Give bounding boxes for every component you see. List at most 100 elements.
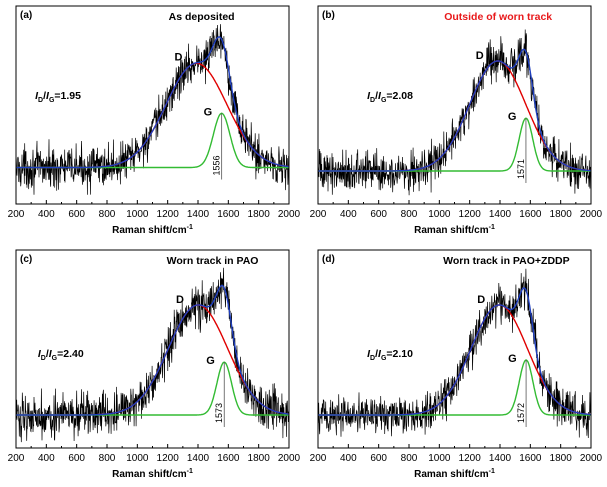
d-peak-label: D	[476, 50, 484, 62]
g-position-label: 1571	[516, 159, 526, 179]
x-tick-label: 400	[38, 209, 55, 220]
x-axis-title-text: Raman shift/cm	[414, 469, 489, 480]
chart-panel-b: 200 400 600 800 1000 1200 1400 1600 1800 2000 Rama…	[310, 5, 603, 236]
cumulative-fit-line	[16, 36, 289, 169]
panel-title: Outside of worn track	[444, 11, 552, 23]
raw-spectrum-line	[318, 29, 591, 196]
ratio-part-i: I	[38, 348, 42, 360]
x-tick-label: 800	[401, 209, 418, 220]
ratio-part-d: D	[38, 97, 43, 104]
x-tick-label: 1000	[126, 453, 149, 464]
ratio-part-slash: /	[375, 348, 378, 360]
intensity-ratio-label: ID/IG=2.08	[367, 90, 413, 104]
ratio-part-slash: /	[43, 90, 46, 102]
x-tick-label: 1800	[550, 209, 573, 220]
x-tick-label: 1200	[459, 209, 482, 220]
ratio-part-i: I	[367, 348, 371, 360]
d-band-fit-line	[318, 60, 591, 172]
panel-title: Worn track in PAO	[167, 255, 259, 267]
ratio-part-g: G	[49, 97, 55, 104]
ratio-part-d: D	[41, 355, 46, 362]
x-axis-title-text: Raman shift/cm	[112, 469, 187, 480]
ratio-part-i: I	[378, 348, 382, 360]
x-tick-label: 800	[401, 453, 418, 464]
x-tick-label: 1800	[248, 209, 271, 220]
x-tick-label: 2000	[580, 209, 603, 220]
x-axis-title-sup: -1	[489, 468, 495, 475]
g-position-label: 1572	[516, 403, 526, 423]
panel-title: Worn track in PAO+ZDDP	[443, 255, 570, 267]
x-axis-title: Raman shift/cm-1	[112, 468, 193, 480]
x-tick-label: 400	[340, 453, 357, 464]
plot-frame	[317, 249, 592, 449]
x-tick-label: 1000	[428, 453, 451, 464]
x-tick-label: 1400	[187, 453, 210, 464]
g-peak-label: G	[206, 355, 215, 367]
x-tick-label: 1000	[126, 209, 149, 220]
x-tick-label: 400	[38, 453, 55, 464]
x-axis-title: Raman shift/cm-1	[112, 224, 193, 236]
x-tick-label: 600	[68, 209, 85, 220]
d-peak-label: D	[174, 52, 182, 64]
x-tick-label: 600	[370, 209, 387, 220]
x-tick-label: 200	[310, 453, 327, 464]
raw-spectrum-line	[318, 268, 591, 439]
panel-label: (b)	[322, 10, 335, 21]
x-tick-label: 1600	[519, 453, 542, 464]
ratio-part-i: I	[49, 348, 53, 360]
x-tick-label: 1000	[428, 209, 451, 220]
g-position-label: 1573	[214, 403, 224, 423]
x-tick-label: 800	[99, 209, 116, 220]
x-tick-label: 600	[68, 453, 85, 464]
ratio-part-value: =2.08	[386, 90, 413, 102]
g-peak-label: G	[508, 111, 517, 123]
raw-spectrum-line	[16, 267, 289, 443]
raw-spectrum-line	[16, 24, 289, 195]
ratio-part-value: =1.95	[54, 90, 81, 102]
ratio-part-g: G	[381, 97, 387, 104]
chart-panel-a: 200 400 600 800 1000 1200 1400 1600 1800 2000 Rama…	[8, 5, 301, 236]
x-tick-label: 2000	[580, 453, 603, 464]
x-tick-label: 400	[340, 209, 357, 220]
x-tick-label: 2000	[278, 453, 301, 464]
ratio-part-value: =2.40	[57, 348, 84, 360]
ratio-part-d: D	[370, 355, 375, 362]
x-tick-label: 600	[370, 453, 387, 464]
ratio-part-i: I	[378, 90, 382, 102]
ratio-part-i: I	[367, 90, 371, 102]
x-axis-title: Raman shift/cm-1	[414, 224, 495, 236]
ratio-part-value: =2.10	[386, 348, 413, 360]
x-tick-label: 1800	[550, 453, 573, 464]
x-tick-label: 2000	[278, 209, 301, 220]
x-tick-label: 1400	[489, 209, 512, 220]
x-tick-label: 1400	[489, 453, 512, 464]
x-tick-label: 1200	[459, 453, 482, 464]
x-tick-label: 1800	[248, 453, 271, 464]
g-position-label: 1556	[212, 155, 222, 175]
cumulative-fit-line	[318, 48, 591, 172]
ratio-part-g: G	[52, 355, 58, 362]
x-tick-label: 200	[310, 209, 327, 220]
x-axis-title-text: Raman shift/cm	[112, 225, 187, 236]
x-tick-label: 1200	[157, 209, 180, 220]
chart-panel-c: 200 400 600 800 1000 1200 1400 1600 1800 2000 Rama…	[8, 249, 301, 480]
intensity-ratio-label: ID/IG=2.10	[367, 348, 413, 362]
x-axis-title: Raman shift/cm-1	[414, 468, 495, 480]
x-tick-label: 1600	[519, 209, 542, 220]
panel-label: (a)	[20, 10, 32, 21]
panel-title: As deposited	[169, 11, 235, 23]
x-tick-label: 1200	[157, 453, 180, 464]
ratio-part-d: D	[370, 97, 375, 104]
ratio-part-slash: /	[46, 348, 49, 360]
x-axis-title-text: Raman shift/cm	[414, 225, 489, 236]
g-band-fit-line	[318, 117, 591, 172]
x-tick-label: 200	[8, 453, 25, 464]
chart-panel-d: 200 400 600 800 1000 1200 1400 1600 1800 2000 Rama…	[310, 249, 603, 480]
cumulative-fit-line	[318, 287, 591, 416]
d-band-fit-line	[16, 62, 289, 169]
cumulative-fit-line	[16, 284, 289, 416]
g-peak-label: G	[204, 106, 213, 118]
ratio-part-i: I	[35, 90, 39, 102]
x-tick-label: 200	[8, 209, 25, 220]
panel-label: (d)	[322, 254, 335, 265]
